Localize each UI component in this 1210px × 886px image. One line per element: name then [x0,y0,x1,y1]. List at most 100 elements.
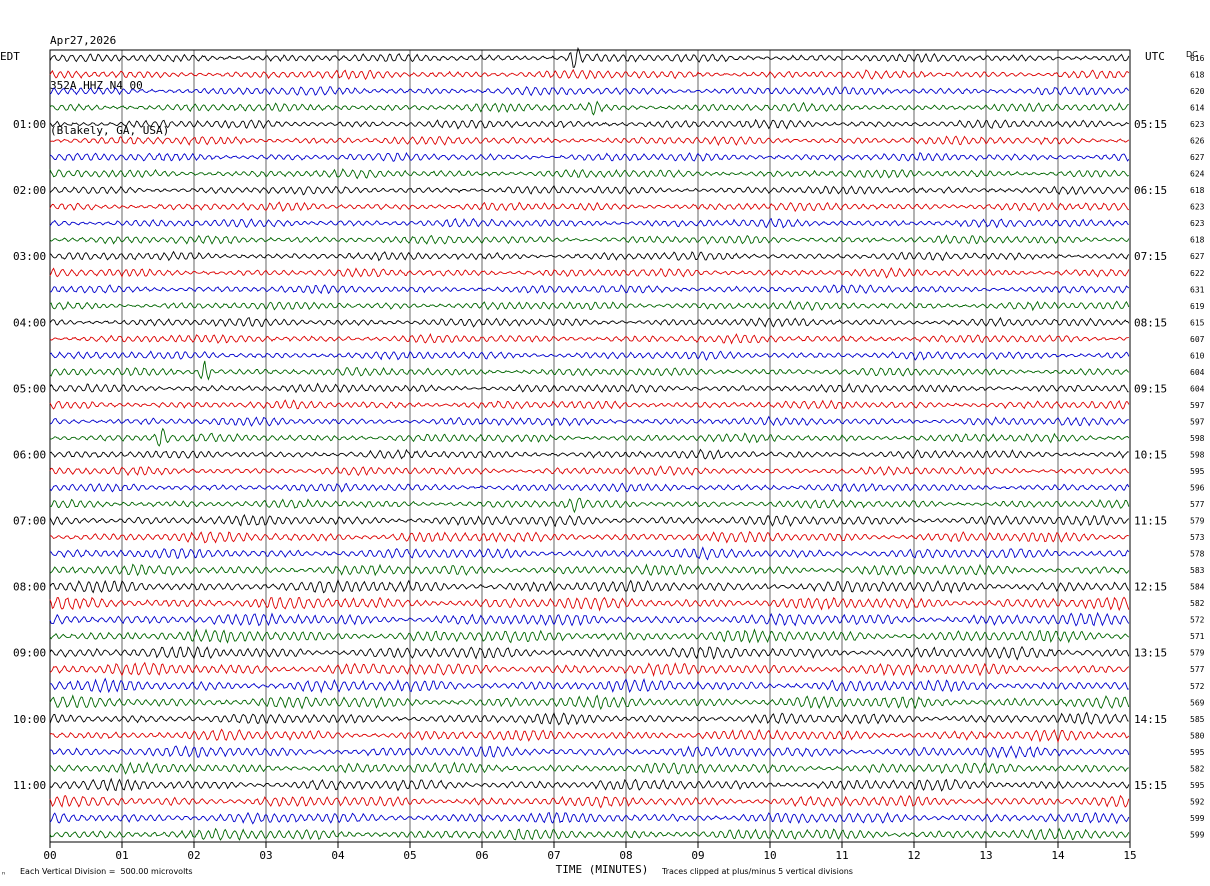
dc-offset-label: 598 [1190,434,1205,443]
x-tick-label: 11 [835,849,848,862]
trace-row [49,546,1130,561]
dc-offset-label: 571 [1190,632,1205,641]
dc-offset-label: 623 [1190,120,1205,129]
x-tick-label: 14 [1051,849,1065,862]
trace-row [49,360,1130,381]
trace-row [49,645,1130,661]
trace-row [50,530,1129,544]
dc-offset-label: 624 [1190,170,1205,179]
trace-row [49,201,1130,213]
dc-offset-label: 618 [1190,186,1205,195]
trace-rows [49,46,1130,841]
right-hour-label: 13:15 [1134,647,1167,660]
dc-offset-label: 627 [1190,252,1205,261]
dc-offset-label: 573 [1190,533,1205,542]
dc-offset-label: 572 [1190,616,1205,625]
trace-row [49,217,1129,229]
trace-row [49,497,1130,514]
trace-row [49,135,1130,147]
trace-row [49,694,1130,710]
dc-offset-label: 579 [1190,517,1205,526]
trace-row [49,284,1130,295]
trace-row [49,100,1129,116]
dc-offset-label: 582 [1190,599,1205,608]
trace-row [49,711,1129,726]
dc-offset-label: 577 [1190,500,1205,509]
x-axis-title: TIME (MINUTES) [556,863,649,876]
trace-row [49,399,1130,410]
left-hour-label: 08:00 [13,581,46,594]
trace-row [49,563,1130,577]
dc-offset-label: 622 [1190,269,1205,278]
dc-offset-label: 579 [1190,649,1205,658]
dc-offset-label: 569 [1190,698,1205,707]
dc-offset-label: 620 [1190,87,1205,96]
trace-row [49,811,1130,825]
right-hour-label: 09:15 [1134,382,1167,395]
x-tick-label: 07 [547,849,560,862]
left-hour-label: 02:00 [13,184,46,197]
trace-row [49,761,1129,775]
station-code: 352A HHZ N4 00 [50,79,143,92]
dc-offset-label: 583 [1190,566,1205,575]
trace-row [49,628,1130,644]
dc-offset-label: 626 [1190,137,1205,146]
right-hour-label: 15:15 [1134,779,1167,792]
dc-offset-label: 595 [1190,467,1205,476]
trace-row [49,448,1129,460]
trace-row [49,482,1130,493]
dc-offset-label: 631 [1190,285,1205,294]
dc-offset-label: 610 [1190,351,1205,360]
axis-labels: 00 01 02 03 04 05 06 07 08 09 10 11 12 13 14 15 TIME (MI… [13,54,1205,876]
trace-row [49,794,1130,809]
dc-offset-label: 595 [1190,748,1205,757]
trace-row [49,677,1129,694]
right-hour-label: 08:15 [1134,316,1167,329]
right-hour-label: 06:15 [1134,184,1167,197]
dc-offset-label: 580 [1190,731,1205,740]
dc-offset-label: 577 [1190,665,1205,674]
trace-row [49,661,1130,677]
right-hour-label: 11:15 [1134,515,1167,528]
trace-row [49,427,1130,447]
trace-row [49,777,1130,792]
x-tick-label: 13 [979,849,992,862]
record-date: Apr27,2026 [50,34,117,47]
header-block: Apr27,2026 352A HHZ N4 00 (Blakely, GA, … [50,3,169,153]
dc-offset-label: 585 [1190,715,1205,724]
dc-offset-label: 616 [1190,54,1205,63]
trace-row [49,234,1130,245]
x-tick-label: 15 [1123,849,1136,862]
left-hour-label: 06:00 [13,448,46,461]
right-hour-label: 10:15 [1134,448,1167,461]
x-tick-label: 09 [691,849,704,862]
trace-row [49,333,1129,345]
x-tick-label: 02 [187,849,200,862]
dc-offset-label: 618 [1190,71,1205,80]
dc-offset-label: 604 [1190,384,1205,393]
scale-note: Each Vertical Division = 500.00 microvol… [20,867,193,876]
dc-offset-label: 596 [1190,484,1205,493]
trace-row [49,250,1130,262]
trace-row [49,514,1130,528]
right-timezone-label: UTC [1145,50,1165,63]
x-tick-label: 00 [43,849,56,862]
trace-row [49,300,1130,312]
trace-row [49,415,1129,427]
left-hour-label: 01:00 [13,118,46,131]
dc-offset-label: 584 [1190,583,1205,592]
dc-offset-label: 607 [1190,335,1205,344]
dc-offset-label: 598 [1190,450,1205,459]
x-tick-label: 12 [907,849,920,862]
left-hour-label: 10:00 [13,713,46,726]
dc-offset-label: 618 [1190,236,1205,245]
dc-offset-label: 599 [1190,830,1205,839]
x-tick-label: 05 [403,849,416,862]
right-hour-label: 12:15 [1134,581,1167,594]
trace-row [49,350,1130,361]
dc-offset-label: 614 [1190,104,1205,113]
dc-offset-label: 623 [1190,219,1205,228]
trace-row [49,68,1130,81]
dc-offset-label: 597 [1190,401,1205,410]
